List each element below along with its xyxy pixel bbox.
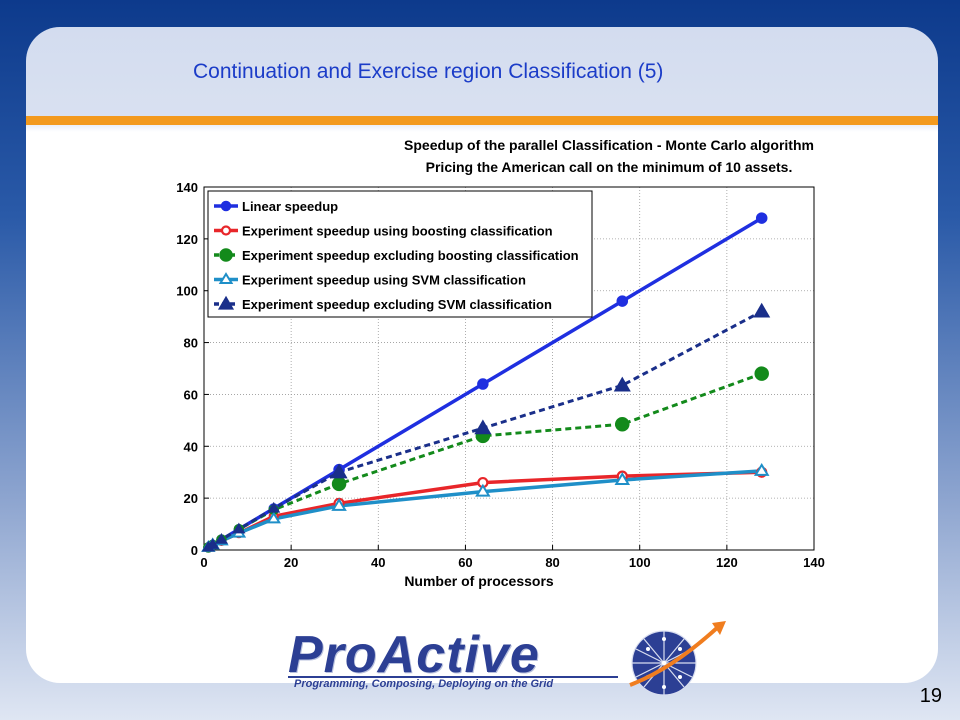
data-point	[616, 295, 629, 307]
x-tick-label: 80	[545, 555, 559, 570]
x-tick-label: 120	[716, 555, 738, 570]
y-tick-label: 120	[176, 232, 198, 247]
data-point	[267, 501, 281, 513]
logo-underline	[288, 676, 618, 678]
data-point	[219, 248, 233, 262]
data-point	[232, 522, 246, 534]
data-point	[477, 378, 489, 390]
data-point	[754, 366, 769, 381]
data-point	[753, 302, 771, 318]
data-point	[331, 497, 347, 511]
x-tick-label: 60	[458, 555, 472, 570]
legend-label: Linear speedup	[242, 199, 338, 214]
data-point	[214, 532, 228, 544]
data-point	[753, 462, 770, 476]
y-tick-label: 100	[176, 284, 198, 299]
data-point	[475, 483, 491, 497]
logo-tagline: Programming, Composing, Deploying on the…	[294, 678, 554, 690]
globe-icon	[629, 621, 726, 696]
legend-label: Experiment speedup using boosting classi…	[242, 224, 553, 239]
y-tick-label: 60	[184, 387, 198, 402]
data-point	[613, 376, 631, 392]
x-axis-label: Number of processors	[404, 573, 554, 589]
speedup-chart: Speedup of the parallel Classification -…	[176, 137, 825, 589]
x-tick-label: 0	[200, 555, 207, 570]
y-tick-label: 140	[176, 180, 198, 195]
data-point	[220, 225, 232, 236]
data-point	[266, 511, 281, 524]
legend-label: Experiment speedup excluding SVM classif…	[242, 297, 552, 312]
y-tick-label: 20	[184, 491, 198, 506]
proactive-logo: ProActive Programming, Composing, Deploy…	[288, 621, 738, 700]
data-point	[331, 476, 347, 492]
plot-frame	[203, 186, 815, 551]
x-tick-label: 40	[371, 555, 385, 570]
data-point	[218, 272, 234, 284]
y-tick-label: 80	[184, 336, 198, 351]
chart-subtitle: Pricing the American call on the minimum…	[426, 159, 793, 175]
y-tick-label: 0	[191, 543, 198, 558]
chart-area: Speedup of the parallel Classification -…	[100, 135, 888, 600]
legend-box	[207, 190, 593, 318]
data-point	[217, 295, 235, 310]
chart-title: Speedup of the parallel Classification -…	[404, 137, 814, 153]
legend-label: Experiment speedup using SVM classificat…	[242, 273, 526, 288]
data-point	[206, 538, 220, 549]
data-point	[474, 419, 492, 435]
slide-title: Continuation and Exercise region Classif…	[193, 60, 664, 83]
y-tick-label: 40	[184, 439, 198, 454]
x-tick-label: 100	[629, 555, 651, 570]
data-point	[330, 463, 348, 479]
data-point	[614, 472, 631, 485]
x-tick-label: 140	[803, 555, 825, 570]
page-number: 19	[919, 685, 942, 707]
data-point	[615, 416, 630, 432]
data-point	[755, 212, 768, 224]
legend-label: Experiment speedup excluding boosting cl…	[242, 248, 579, 263]
title-divider	[26, 116, 938, 125]
x-tick-label: 20	[284, 555, 298, 570]
logo-wordmark: ProActive	[288, 626, 540, 684]
data-point	[220, 200, 232, 212]
